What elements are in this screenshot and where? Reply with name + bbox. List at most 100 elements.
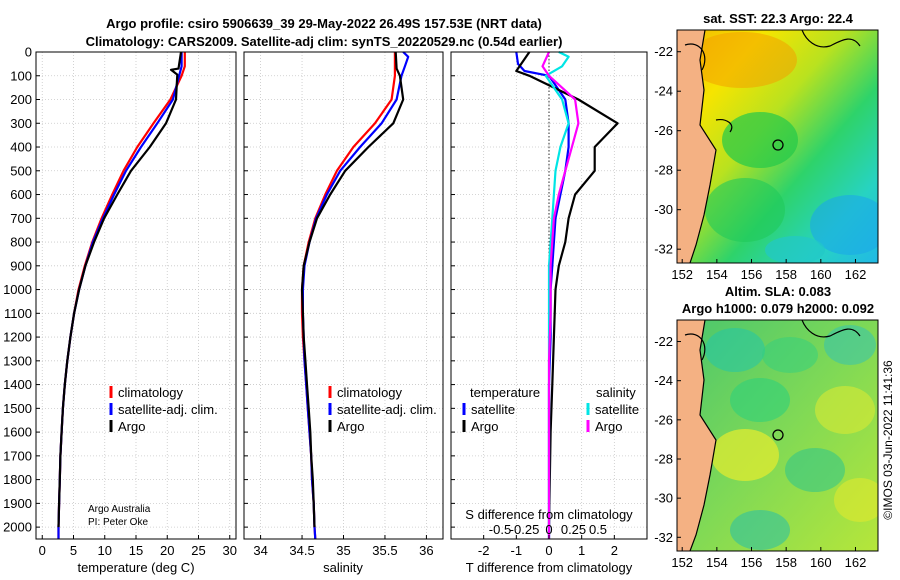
y-tick-label: 2000: [3, 520, 32, 535]
sst-green-band: [705, 178, 785, 242]
y-tick-label: 500: [10, 163, 32, 178]
sst-coastline: [689, 30, 717, 263]
sla-blob: [705, 328, 765, 372]
timestamp: ©IMOS 03-Jun-2022 11:41:36: [881, 360, 895, 520]
map-y-tick-label: -26: [654, 412, 673, 427]
map-x-tick-label: 156: [741, 555, 763, 570]
x-tick-label: 35: [336, 543, 350, 558]
map-x-tick-label: 156: [741, 267, 763, 282]
temperature-panel: 0 5 10 15 20 25 300100200300400500600700800900…: [3, 45, 237, 576]
x-tick-label: 10: [98, 543, 112, 558]
series-line-salinity-argo: [541, 51, 580, 539]
sst-map-title: sat. SST: 22.3 Argo: 22.4: [703, 11, 854, 26]
x-tick-label: 15: [129, 543, 143, 558]
sla-blob: [815, 386, 875, 434]
series-line-argo: [300, 51, 405, 528]
y-tick-label: 400: [10, 140, 32, 155]
series-line-argo: [57, 51, 183, 528]
sla-blob: [762, 337, 818, 373]
y-tick-label: 900: [10, 258, 32, 273]
y-tick-label: 100: [10, 68, 32, 83]
map-y-tick-label: -30: [654, 202, 673, 217]
y-tick-label: 700: [10, 211, 32, 226]
legend-temperature-satellite: satellite: [471, 402, 515, 417]
sst-warm-core: [687, 32, 797, 88]
x-tick-label: -2: [478, 543, 490, 558]
series-line-temperature-argo: [515, 51, 619, 528]
x-tick-label: 20: [160, 543, 174, 558]
x-tick-label: 34.5: [289, 543, 314, 558]
salinity-xlabel: salinity: [323, 560, 363, 575]
x-tick-label: 36: [419, 543, 433, 558]
legend-argo: Argo: [337, 419, 364, 434]
map-y-tick-label: -28: [654, 163, 673, 178]
sst-contour: [684, 30, 861, 133]
sla-map-title-line2: Argo h1000: 0.079 h2000: 0.092: [682, 301, 874, 316]
x-tick-label: -1: [511, 543, 523, 558]
sla-blob: [824, 325, 876, 365]
y-tick-label: 800: [10, 235, 32, 250]
legend-salinity-argo: Argo: [595, 419, 622, 434]
sst-map-panel: sat. SST: 22.3 Argo: 22.4 152 154 156 158 16…: [654, 11, 879, 282]
legend-satellite-adj: satellite-adj. clim.: [337, 402, 437, 417]
x-tick-label: 0: [39, 543, 46, 558]
sla-blob: [711, 429, 779, 481]
temperature-xlabel: temperature (deg C): [77, 560, 194, 575]
sla-blob: [730, 510, 790, 550]
x-tick-label: 25: [191, 543, 205, 558]
x-tick-label: 30: [223, 543, 237, 558]
sla-map-panel: Altim. SLA: 0.083 Argo h1000: 0.079 h200…: [654, 284, 879, 570]
y-tick-label: 1300: [3, 353, 32, 368]
legend-salinity-title: salinity: [596, 385, 636, 400]
y-tick-label: 1600: [3, 425, 32, 440]
s-tick-label: -0.25: [510, 522, 540, 537]
credit-org: Argo Australia: [88, 504, 151, 515]
map-x-tick-label: 158: [775, 267, 797, 282]
sla-map-frame: [676, 319, 879, 552]
y-tick-label: 1500: [3, 401, 32, 416]
sla-coastline: [689, 320, 717, 551]
map-y-tick-label: -30: [654, 491, 673, 506]
x-tick-label: 0: [545, 543, 552, 558]
map-y-tick-label: -26: [654, 123, 673, 138]
y-tick-label: 1700: [3, 448, 32, 463]
map-x-tick-label: 162: [845, 555, 867, 570]
sst-map-frame: [676, 29, 879, 264]
sst-cyan-patch: [810, 195, 878, 255]
sst-green-patch: [722, 112, 798, 168]
sst-cyan-strip: [765, 236, 825, 263]
map-x-tick-label: 154: [706, 267, 728, 282]
legend-argo: Argo: [118, 419, 145, 434]
difference-panel: -2 -1 0 1 2 S difference from climatology -0…: [450, 51, 648, 575]
sst-land: [677, 30, 716, 263]
map-x-tick-label: 160: [810, 555, 832, 570]
sla-map-title-line1: Altim. SLA: 0.083: [725, 284, 831, 299]
x-tick-label: 35.5: [372, 543, 397, 558]
figure-title-line1: Argo profile: csiro 5906639_39 29-May-20…: [106, 16, 542, 31]
sla-blob: [785, 448, 845, 492]
s-tick-label: 0.5: [589, 522, 607, 537]
legend-climatology: climatology: [118, 385, 184, 400]
map-x-tick-label: 162: [845, 267, 867, 282]
figure-title-line2: Climatology: CARS2009. Satellite-adj cli…: [86, 34, 563, 49]
y-tick-label: 1900: [3, 496, 32, 511]
s-tick-label: 0.25: [561, 522, 586, 537]
map-y-tick-label: -32: [654, 242, 673, 257]
map-x-tick-label: 152: [671, 555, 693, 570]
y-tick-label: 600: [10, 187, 32, 202]
temperature-legend: climatology satellite-adj. clim. Argo: [109, 385, 218, 434]
map-y-tick-label: -24: [654, 84, 673, 99]
y-tick-label: 0: [25, 45, 32, 60]
credit-pi: PI: Peter Oke: [88, 517, 148, 528]
map-x-tick-label: 154: [706, 555, 728, 570]
y-tick-label: 300: [10, 116, 32, 131]
map-y-tick-label: -24: [654, 373, 673, 388]
y-tick-label: 1200: [3, 330, 32, 345]
x-tick-label: 5: [70, 543, 77, 558]
series-line-temperature-satellite: [515, 51, 570, 539]
sst-profile-marker: [772, 139, 784, 151]
map-x-tick-label: 160: [810, 267, 832, 282]
t-difference-xlabel: T difference from climatology: [466, 560, 633, 575]
s-tick-label: 0: [545, 522, 552, 537]
